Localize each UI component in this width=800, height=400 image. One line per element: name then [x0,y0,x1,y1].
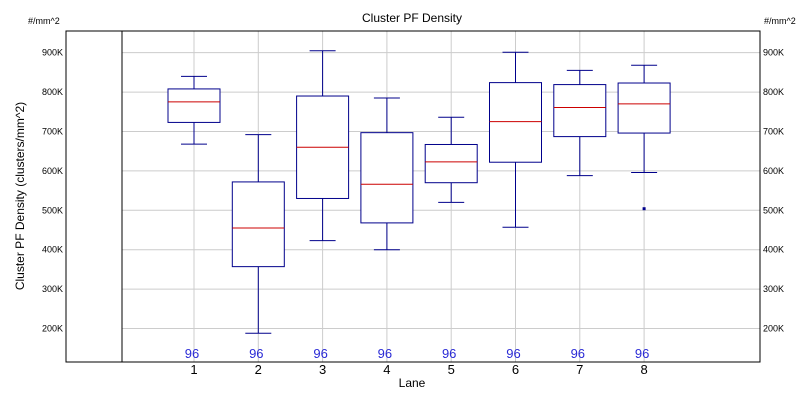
x-tick-label-lane-4: 4 [383,362,390,377]
x-tick-label-lane-1: 1 [190,362,197,377]
iqr-box [617,82,671,134]
x-tick-label-lane-3: 3 [319,362,326,377]
iqr-box [424,143,478,184]
y-tick-label-right: 400K [763,245,784,255]
y-tick-label-left: 700K [42,126,63,136]
y-tick-label-left: 400K [42,245,63,255]
x-tick-label-lane-2: 2 [255,362,262,377]
iqr-box [167,88,221,123]
y-tick-label-right: 500K [763,205,784,215]
y-tick-labels: 200K 200K 300K 300K 400K 400K 500K 500K 600K 600K… [42,48,784,334]
count-label-lane-5: 96 [442,346,456,361]
y-unit-left: #/mm^2 [28,16,60,26]
x-tick-label-lane-8: 8 [640,362,647,377]
y-tick-label-left: 300K [42,284,63,294]
plot-frame [65,30,761,363]
x-tick-label-lane-5: 5 [448,362,455,377]
y-tick-label-left: 900K [42,48,63,58]
y-tick-label-right: 600K [763,166,784,176]
boxes [167,50,671,334]
x-tick-label-lane-7: 7 [576,362,583,377]
outlier-point [642,207,646,211]
iqr-box [489,82,542,163]
box-lane-5 [424,116,478,203]
y-tick-label-left: 200K [42,324,63,334]
iqr-box [360,132,414,224]
y-unit-right: #/mm^2 [764,16,796,26]
count-label-lane-2: 96 [249,346,263,361]
box-lane-8 [617,64,671,211]
grid-lines [122,31,760,362]
y-tick-label-right: 200K [763,324,784,334]
box-lane-6 [489,51,542,228]
count-label-lane-1: 96 [185,346,199,361]
count-label-lane-6: 96 [506,346,520,361]
y-tick-label-right: 700K [763,126,784,136]
count-label-lane-3: 96 [313,346,327,361]
box-lane-4 [360,97,414,251]
box-lane-2 [231,134,285,334]
x-tick-labels: 1 2 3 4 5 6 7 8 [190,362,647,377]
box-lane-1 [167,75,221,145]
iqr-box [231,181,285,268]
count-label-lane-4: 96 [378,346,392,361]
x-tick-label-lane-6: 6 [512,362,519,377]
y-tick-label-left: 600K [42,166,63,176]
y-tick-label-right: 800K [763,87,784,97]
y-tick-label-right: 900K [763,48,784,58]
box-lane-3 [296,50,350,242]
count-labels: 96 96 96 96 96 96 96 96 [185,346,650,361]
y-tick-label-left: 800K [42,87,63,97]
iqr-box [553,84,607,138]
x-axis-title: Lane [399,376,426,390]
box-lane-7 [553,69,607,177]
y-axis-title: Cluster PF Density (clusters/mm^2) [13,102,27,290]
chart-title: Cluster PF Density [362,11,462,25]
y-tick-label-left: 500K [42,205,63,215]
y-tick-label-right: 300K [763,284,784,294]
count-label-lane-7: 96 [571,346,585,361]
count-label-lane-8: 96 [635,346,649,361]
